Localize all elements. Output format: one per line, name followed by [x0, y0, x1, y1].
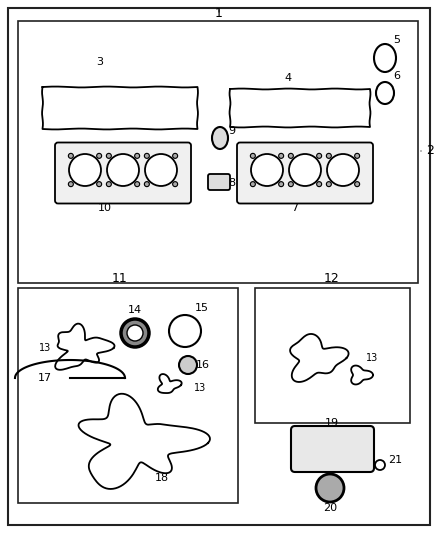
Text: 10: 10 [98, 203, 112, 213]
Circle shape [179, 356, 197, 374]
Text: 13: 13 [194, 383, 206, 393]
Circle shape [127, 325, 143, 341]
Circle shape [355, 182, 360, 187]
Circle shape [326, 182, 332, 187]
Circle shape [279, 154, 284, 158]
Circle shape [121, 319, 149, 347]
Text: 19: 19 [325, 418, 339, 428]
Circle shape [134, 154, 140, 158]
Circle shape [316, 474, 344, 502]
Circle shape [68, 182, 73, 187]
Text: 13: 13 [39, 343, 51, 353]
Circle shape [289, 154, 321, 186]
Text: 14: 14 [128, 305, 142, 315]
Text: 5: 5 [393, 35, 400, 45]
Text: 12: 12 [324, 272, 340, 285]
Text: 20: 20 [323, 503, 337, 513]
Circle shape [327, 154, 359, 186]
Text: 16: 16 [196, 360, 210, 370]
Circle shape [288, 154, 293, 158]
FancyBboxPatch shape [237, 142, 373, 204]
Circle shape [279, 182, 284, 187]
Text: 3: 3 [96, 57, 103, 67]
Text: 9: 9 [228, 126, 235, 136]
Text: 15: 15 [195, 303, 209, 313]
Text: 7: 7 [291, 203, 299, 213]
Text: 2: 2 [426, 144, 434, 157]
Circle shape [317, 182, 321, 187]
Text: 8: 8 [228, 178, 235, 188]
Text: 6: 6 [393, 71, 400, 81]
Circle shape [251, 154, 283, 186]
Text: 1: 1 [215, 7, 223, 20]
Text: 18: 18 [155, 473, 169, 483]
Circle shape [145, 154, 149, 158]
FancyBboxPatch shape [291, 426, 374, 472]
Text: 11: 11 [112, 272, 128, 285]
Text: 4: 4 [284, 73, 292, 83]
Circle shape [317, 154, 321, 158]
Circle shape [251, 182, 255, 187]
Circle shape [251, 154, 255, 158]
Circle shape [288, 182, 293, 187]
Circle shape [97, 182, 102, 187]
Circle shape [355, 154, 360, 158]
Circle shape [145, 154, 177, 186]
Text: 17: 17 [38, 373, 52, 383]
FancyBboxPatch shape [55, 142, 191, 204]
FancyBboxPatch shape [208, 174, 230, 190]
Circle shape [106, 154, 111, 158]
Circle shape [326, 154, 332, 158]
Circle shape [69, 154, 101, 186]
Circle shape [106, 182, 111, 187]
Ellipse shape [212, 127, 228, 149]
Text: 13: 13 [366, 353, 378, 363]
Circle shape [134, 182, 140, 187]
Circle shape [173, 154, 178, 158]
Circle shape [107, 154, 139, 186]
Circle shape [97, 154, 102, 158]
Circle shape [145, 182, 149, 187]
Circle shape [173, 182, 178, 187]
Circle shape [68, 154, 73, 158]
Text: 21: 21 [388, 455, 402, 465]
